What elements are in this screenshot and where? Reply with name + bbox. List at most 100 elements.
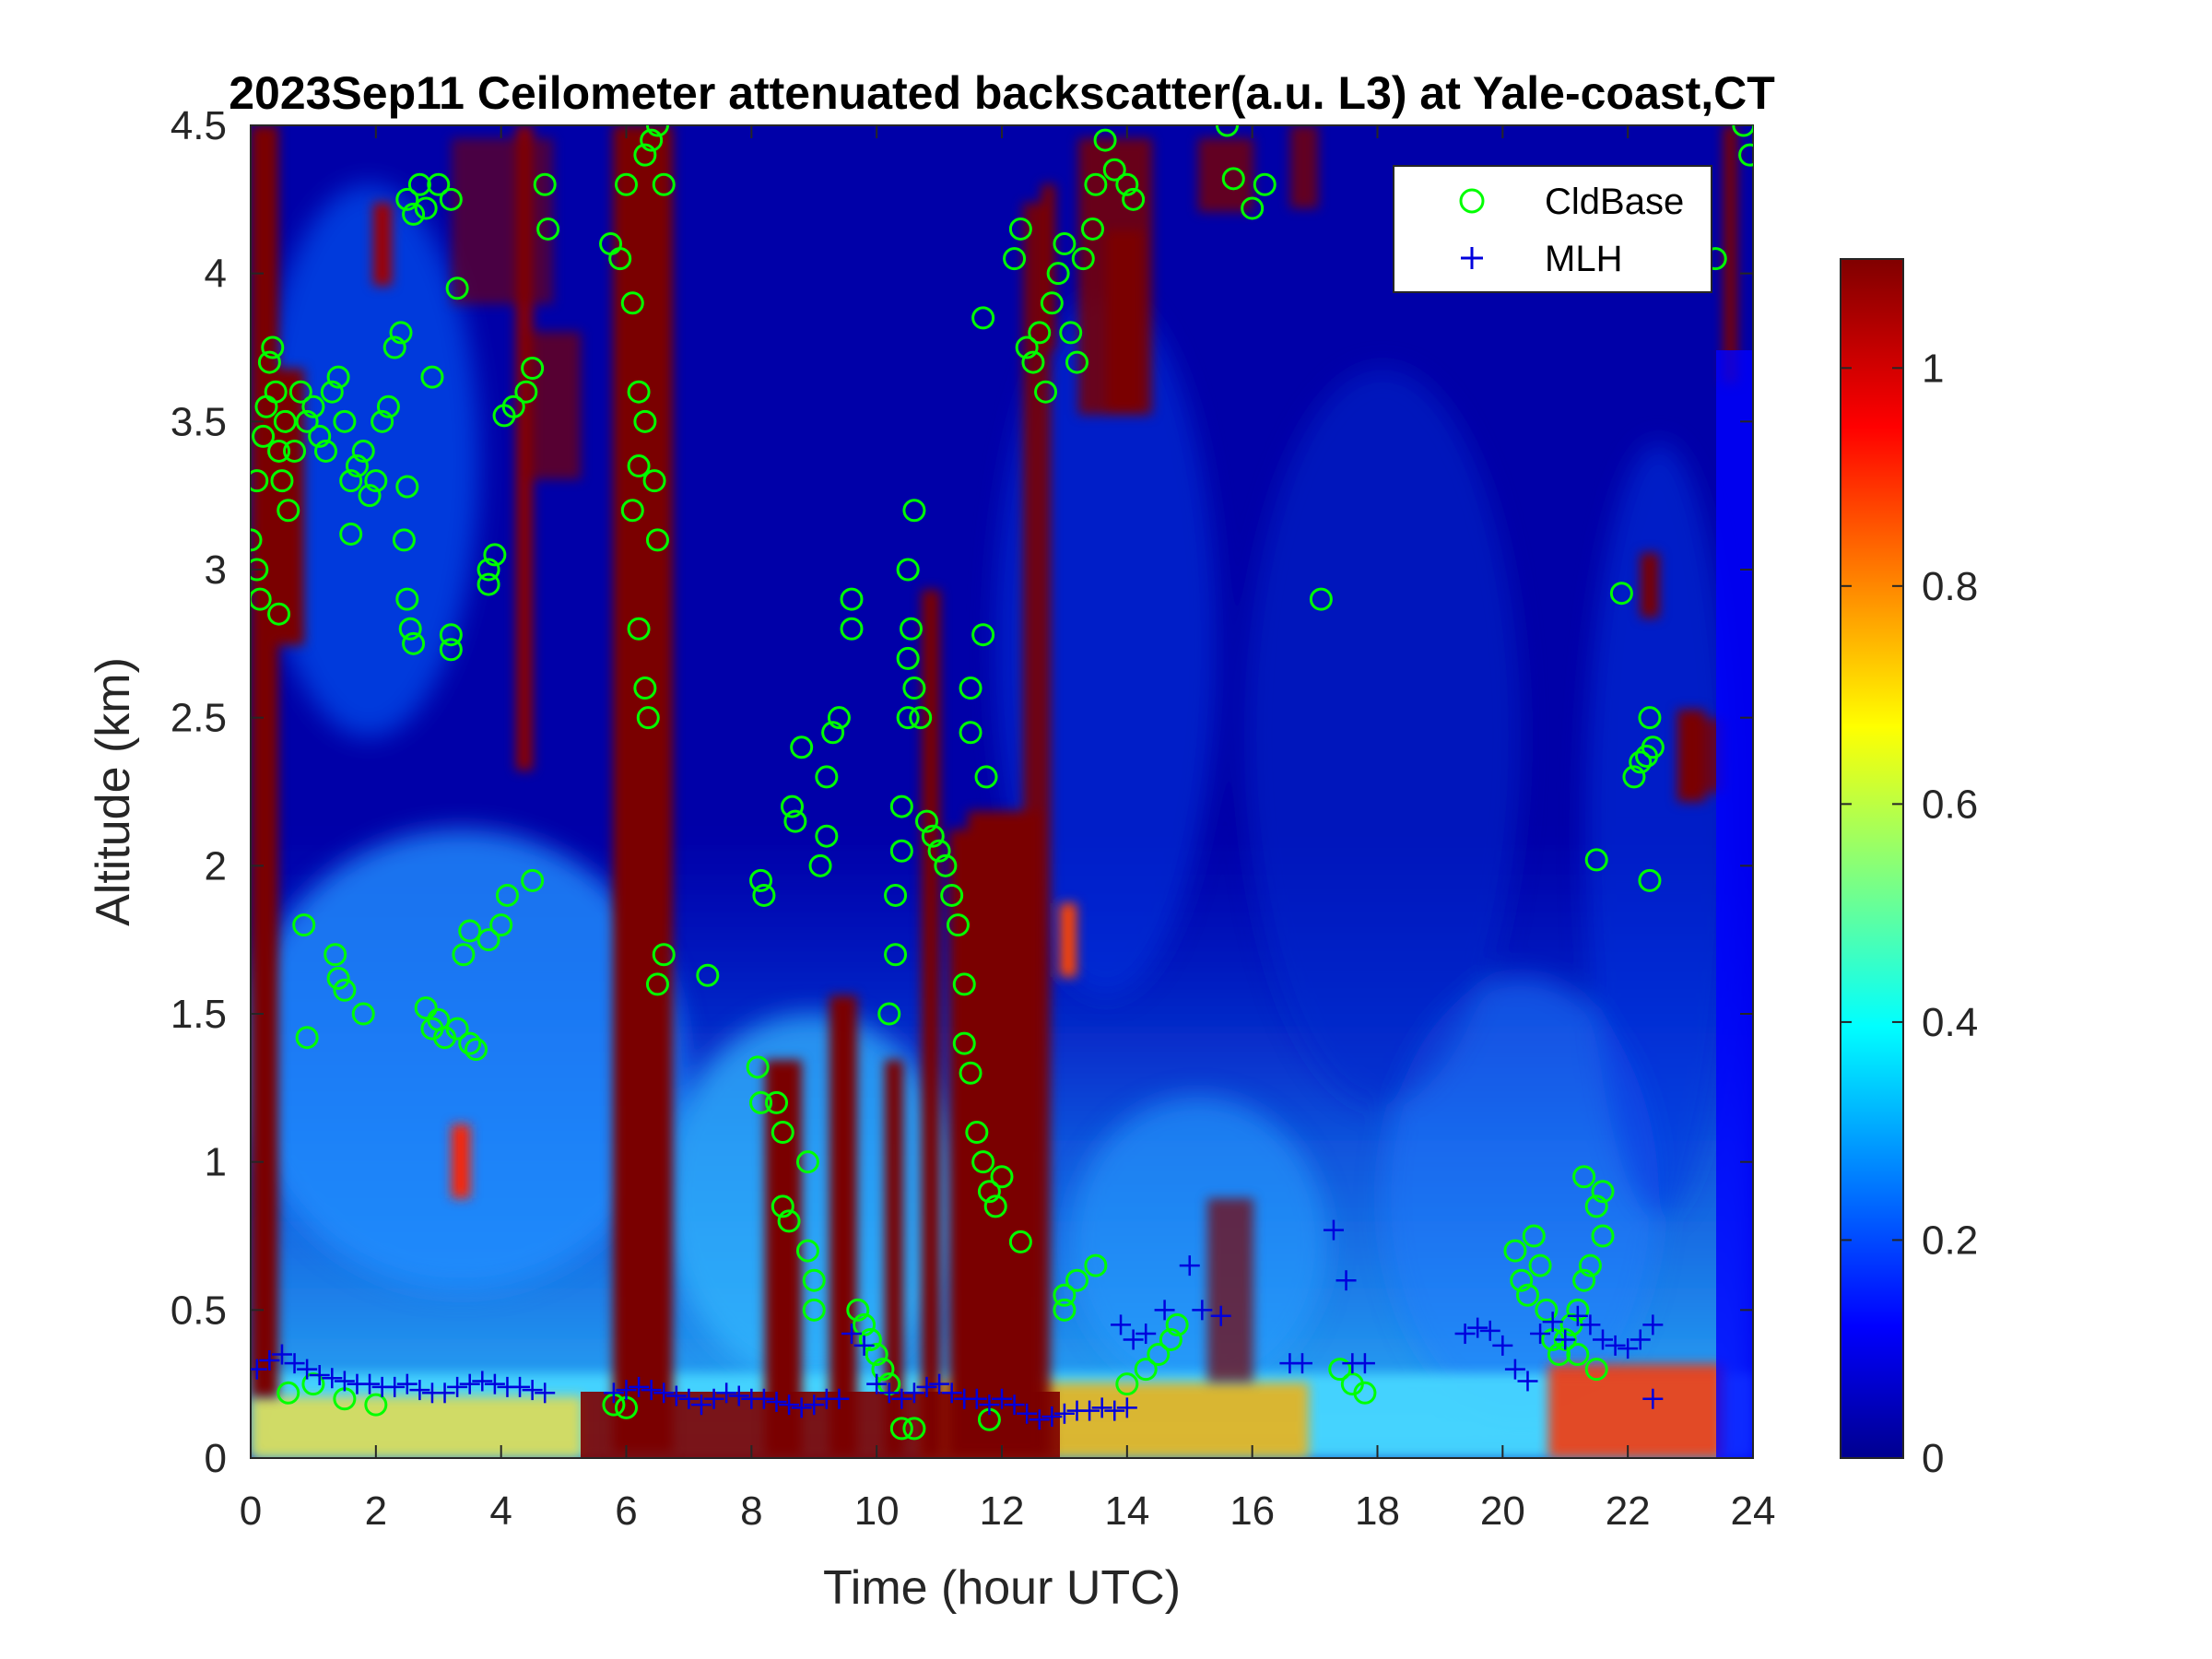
cldbase-point [1008,217,1032,241]
legend-mlh-label: MLH [1545,239,1622,279]
cldbase-point [990,1165,1014,1189]
colorbar-tick-label: 1 [1922,346,1944,391]
cldbase-point [645,125,669,137]
cldbase-point [971,306,995,330]
mlh-point [1479,1320,1500,1341]
colorbar: 0 0.2 0.4 0.6 0.8 1 [1840,258,1978,1481]
colorbar-tick-label: 0.8 [1922,564,1978,609]
mlh-point [259,1349,280,1371]
cldbase-point [276,499,300,523]
cldbase-point [902,499,926,523]
cldbase-point [749,1090,773,1114]
mlh-point [1454,1324,1476,1345]
marker-series-layer [251,125,1753,1441]
cldbase-point [627,454,651,478]
cldbase-point [777,1209,801,1233]
mlh-point [616,1380,637,1401]
cldbase-point [1622,765,1646,789]
x-tick-label: 2 [365,1488,387,1534]
mlh-point [1079,1400,1100,1421]
cldbase-point [1065,350,1088,374]
cldbase-point [902,677,926,700]
mlh-point [396,1373,418,1394]
cldbase-point [940,883,964,907]
mlh-point [791,1397,812,1418]
y-axis-ticks: 0 0.5 1 1.5 2 2.5 3 3.5 4 4.5 [171,103,1753,1481]
cldbase-point [902,1417,926,1441]
mlh-point [1618,1338,1639,1359]
cldbase-point [1053,1298,1077,1322]
cldbase-point [536,217,560,241]
x-tick-label: 8 [740,1488,762,1534]
x-axis-ticks: 0 2 4 6 8 10 12 14 16 18 20 22 24 [240,125,1775,1534]
cldbase-point [1638,706,1662,730]
cldbase-point [1028,321,1052,345]
cldbase-point [1528,1253,1552,1277]
cldbase-point [1738,143,1753,167]
cldbase-point [314,439,337,463]
cldbase-point [1015,335,1039,359]
mlh-point [1567,1305,1588,1326]
cldbase-point [295,1026,319,1050]
mlh-point [1292,1353,1312,1374]
colorbar-tick-label: 0.2 [1922,1218,1978,1263]
mlh-point [1642,1314,1664,1335]
cldbase-point [889,1417,913,1441]
cldbase-point [871,1358,895,1382]
cldbase-point [927,839,951,863]
mlh-point [484,1373,505,1394]
mlh-point [903,1382,924,1404]
cldbase-point [977,1180,1001,1204]
cldbase-point [295,409,319,433]
mlh-point [1517,1371,1538,1392]
legend-cldbase-marker [1459,188,1485,214]
cldbase-point [802,1298,826,1322]
cldbase-point [1102,158,1126,182]
cldbase-point [501,394,525,418]
cldbase-point [420,365,444,389]
mlh-point [510,1376,531,1397]
x-axis-label: Time (hour UTC) [823,1561,1181,1615]
cldbase-point [252,424,276,448]
cldbase-point [752,883,776,907]
cldbase-point [1147,1343,1171,1367]
cldbase-point [636,706,660,730]
y-tick-label: 0.5 [171,1288,227,1333]
mlh-point [641,1380,662,1401]
cldbase-point [358,484,382,508]
cldbase-point [521,356,545,380]
cldbase-point [1134,1358,1158,1382]
mlh-point [866,1373,888,1394]
cldbase-point [865,1343,888,1367]
mlh-point [829,1388,850,1409]
cldbase-point [884,943,908,967]
cldbase-point [288,380,312,404]
y-tick-label: 1.5 [171,992,227,1037]
series-mlh [251,1219,1664,1430]
cldbase-point [1080,217,1104,241]
cldbase-point [946,913,970,937]
cldbase-point [1040,291,1064,315]
cldbase-point [251,469,269,493]
cldbase-point [846,1298,870,1322]
cldbase-point [771,1194,794,1218]
mlh-point [322,1368,343,1389]
cldbase-point [815,824,839,848]
cldbase-point [1003,247,1027,271]
cldbase-point [1584,848,1608,872]
mlh-point [1210,1305,1231,1326]
cldbase-point [273,409,297,433]
cldbase-point [351,439,375,463]
x-tick-label: 22 [1606,1488,1651,1534]
mlh-point [1467,1317,1488,1338]
cldbase-point [345,454,369,478]
mlh-point [703,1388,724,1409]
cldbase-point [900,617,924,641]
legend: CldBase MLH [1393,165,1712,293]
cldbase-point [320,380,344,404]
cldbase-point [261,335,285,359]
cldbase-point [1609,582,1633,606]
mlh-point [992,1388,1012,1409]
mlh-point [1504,1359,1525,1380]
cldbase-point [439,638,463,662]
